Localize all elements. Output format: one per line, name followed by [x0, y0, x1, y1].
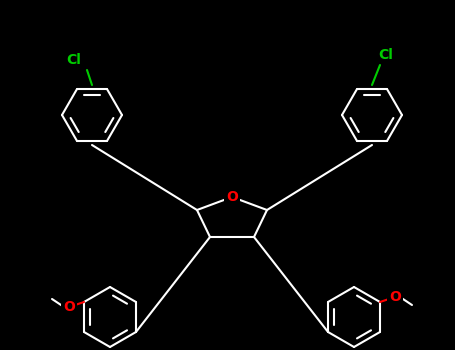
Text: O: O [389, 290, 401, 304]
Text: O: O [226, 190, 238, 204]
Text: O: O [63, 300, 75, 314]
Text: Cl: Cl [66, 53, 81, 67]
Text: Cl: Cl [379, 48, 394, 62]
